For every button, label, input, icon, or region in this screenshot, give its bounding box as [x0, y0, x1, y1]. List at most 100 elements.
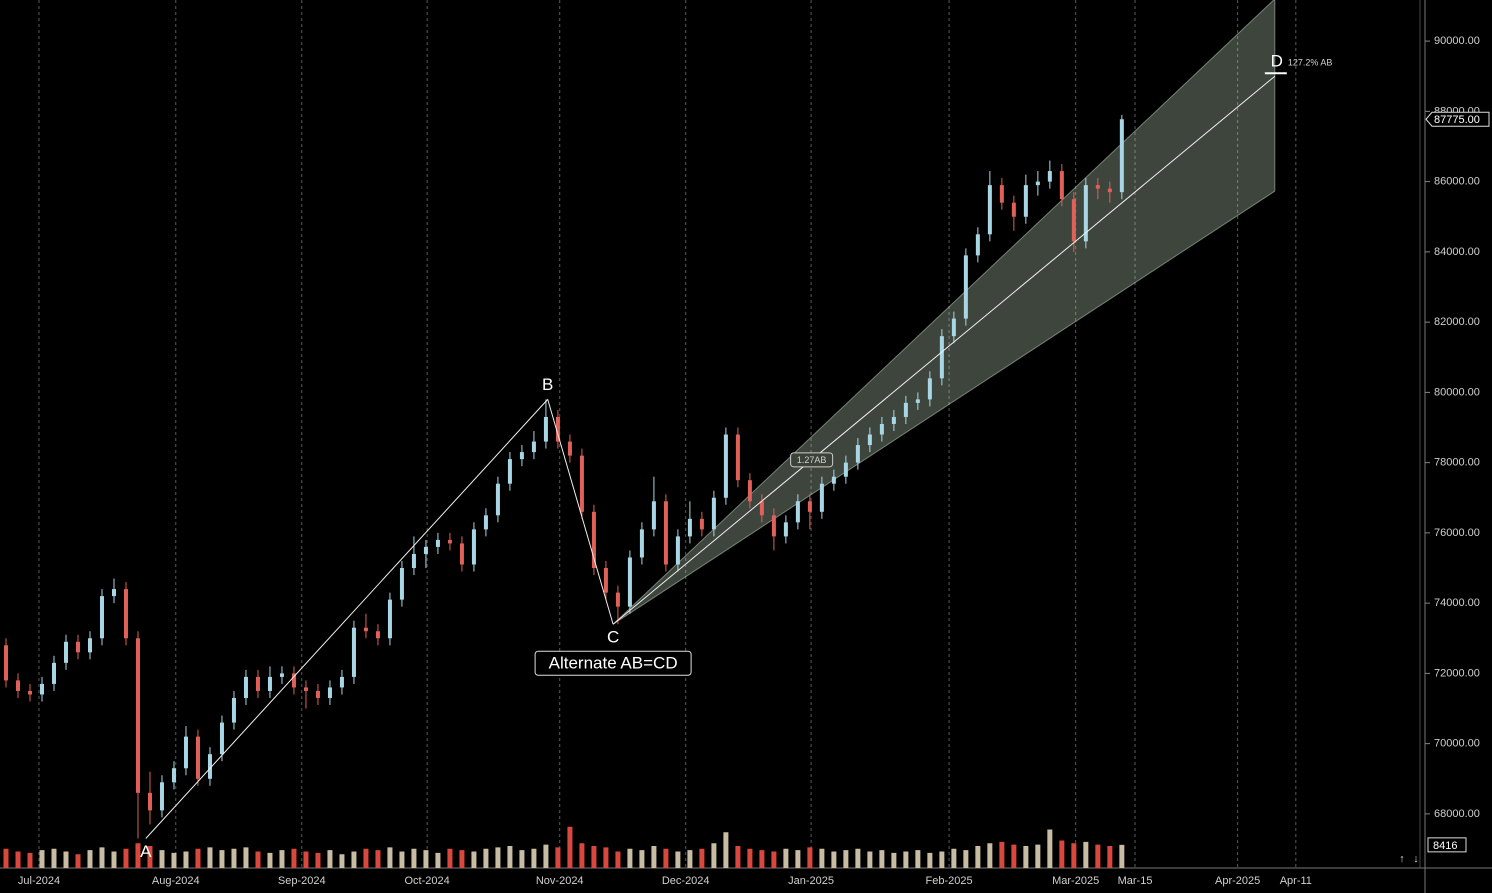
volume-bar: [531, 848, 537, 868]
candle-body: [255, 676, 260, 691]
candle-body: [99, 596, 104, 639]
volume-bar: [231, 848, 237, 868]
volume-bar: [1023, 846, 1029, 868]
candle-body: [927, 378, 932, 400]
candle-body: [567, 441, 572, 456]
volume-bar: [1083, 841, 1089, 868]
volume-bar: [807, 847, 813, 868]
pattern-point-label: D: [1271, 52, 1283, 71]
volume-bar: [339, 854, 345, 868]
candle-body: [387, 599, 392, 639]
volume-bar: [735, 846, 741, 868]
x-tick-label: Mar-2025: [1052, 875, 1099, 887]
candle-body: [1095, 185, 1100, 189]
candle-body: [915, 399, 920, 403]
volume-bar: [1059, 840, 1065, 868]
volume-bar: [183, 851, 189, 868]
candle-body: [879, 423, 884, 435]
volume-bar: [963, 850, 969, 868]
volume-bar: [243, 847, 249, 868]
volume-bar: [423, 850, 429, 868]
candle-body: [1023, 185, 1028, 217]
candle-body: [447, 539, 452, 544]
candle-body: [495, 483, 500, 516]
volume-bar: [363, 848, 369, 868]
candle-body: [3, 645, 8, 681]
candle-body: [87, 638, 92, 653]
volume-bar: [399, 851, 405, 868]
candle-body: [39, 683, 44, 695]
volume-bar: [159, 850, 165, 868]
x-tick-label: Feb-2025: [926, 875, 973, 887]
candle-body: [231, 697, 236, 723]
volume-bar: [987, 843, 993, 868]
candle-body: [423, 546, 428, 554]
x-tick-label: Sep-2024: [278, 875, 326, 887]
candle-body: [123, 589, 128, 639]
candle-body: [507, 459, 512, 484]
y-tick-label: 70000.00: [1434, 738, 1480, 750]
projection-label-box: [790, 452, 834, 468]
volume-bar: [939, 851, 945, 868]
candle-body: [207, 754, 212, 779]
volume-bar: [999, 841, 1005, 868]
candle-body: [603, 568, 608, 593]
pattern-name-box: [534, 650, 692, 676]
x-tick-label: Mar-15: [1118, 875, 1153, 887]
candle-body: [1107, 188, 1112, 193]
volume-bar: [435, 852, 441, 868]
scroll-down-icon[interactable]: ↓: [1413, 853, 1419, 865]
candle-body: [1059, 171, 1064, 200]
candle-body: [327, 687, 332, 698]
y-tick-label: 90000.00: [1434, 35, 1480, 47]
volume-bar: [783, 848, 789, 868]
candle-body: [555, 416, 560, 442]
volume-bar: [195, 848, 201, 868]
x-tick-label: Oct-2024: [405, 875, 450, 887]
volume-bar: [699, 848, 705, 868]
candle-body: [339, 676, 344, 688]
volume-bar: [135, 843, 141, 868]
volume-bar: [315, 852, 321, 868]
volume-bar: [639, 850, 645, 868]
volume-bar: [447, 848, 453, 868]
volume-bar: [219, 850, 225, 868]
candle-body: [111, 589, 116, 597]
candle-body: [75, 641, 80, 653]
scroll-up-icon[interactable]: ↑: [1399, 853, 1405, 865]
volume-bar: [771, 851, 777, 868]
volume-bar: [879, 850, 885, 868]
volume-bar: [1047, 829, 1053, 868]
volume-bar: [387, 847, 393, 868]
volume-bar: [507, 846, 513, 868]
pattern-point-label: C: [607, 628, 619, 647]
candle-body: [591, 511, 596, 569]
candle-body: [711, 497, 716, 530]
y-tick-label: 84000.00: [1434, 246, 1480, 258]
volume-bar: [495, 847, 501, 868]
volume-bar: [831, 851, 837, 868]
last-price-label: 87775.00: [1434, 114, 1480, 126]
y-tick-label: 76000.00: [1434, 527, 1480, 539]
volume-bar: [867, 851, 873, 868]
candle-body: [315, 690, 320, 698]
volume-bar: [975, 846, 981, 868]
volume-bar: [27, 852, 33, 868]
candle-body: [615, 592, 620, 607]
volume-bar: [171, 852, 177, 868]
candle-body: [975, 234, 980, 256]
target-label: 127.2% AB: [1288, 58, 1333, 68]
y-tick-label: 86000.00: [1434, 176, 1480, 188]
last-volume-tag: [1427, 837, 1467, 853]
candle-body: [519, 452, 524, 460]
volume-bar: [567, 826, 573, 868]
volume-bar: [147, 846, 153, 868]
volume-bar: [555, 847, 561, 868]
volume-bar: [459, 850, 465, 868]
pattern-point-label: A: [140, 842, 152, 861]
candle-body: [687, 518, 692, 537]
candle-body: [819, 483, 824, 512]
pattern-leg: [145, 399, 549, 839]
